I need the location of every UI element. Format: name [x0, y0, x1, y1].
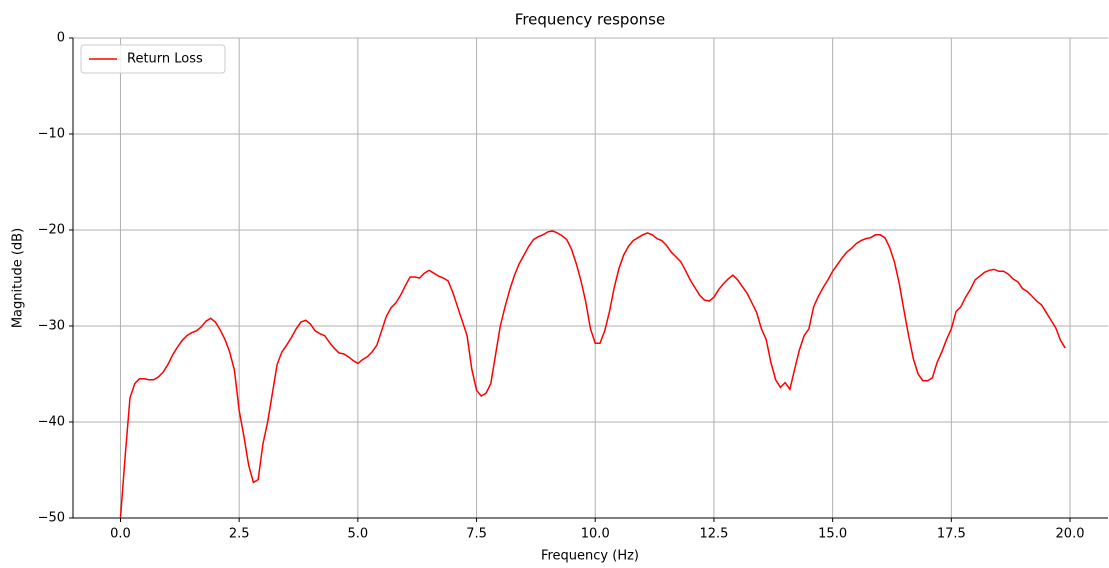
x-tick-label: 12.5	[699, 527, 728, 542]
x-tick-label: 17.5	[937, 527, 966, 542]
x-tick-label: 15.0	[818, 527, 847, 542]
x-tick-label: 2.5	[229, 527, 250, 542]
y-tick-label: −40	[38, 415, 65, 430]
x-tick-label: 0.0	[110, 527, 131, 542]
x-axis-label: Frequency (Hz)	[541, 549, 639, 564]
y-axis-label: Magnitude (dB)	[11, 228, 26, 328]
legend-label: Return Loss	[127, 52, 203, 67]
x-tick-label: 20.0	[1056, 527, 1085, 542]
chart-title: Frequency response	[515, 11, 665, 29]
y-tick-label: −30	[38, 319, 65, 334]
line-series	[119, 230, 1066, 519]
y-tick-label: 0	[57, 31, 65, 46]
y-tick-label: −50	[38, 511, 65, 526]
x-tick-label: 10.0	[581, 527, 610, 542]
x-tick-label: 5.0	[348, 527, 369, 542]
x-tick-label: 7.5	[466, 527, 487, 542]
y-tick-label: −10	[38, 127, 65, 142]
y-tick-label: −20	[38, 223, 65, 238]
legend-box	[80, 44, 226, 74]
